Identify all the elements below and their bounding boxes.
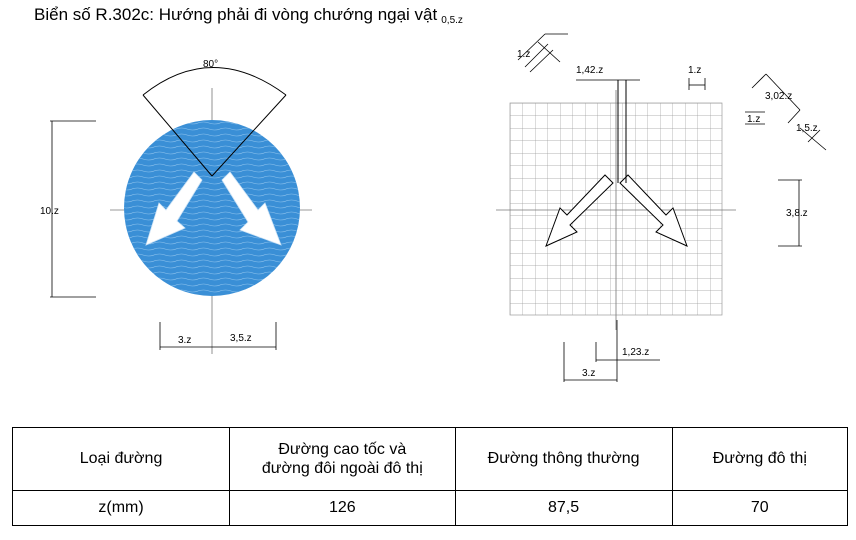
bottom-right-label: 3,5.z xyxy=(230,333,252,344)
table-cell: z(mm) xyxy=(11,490,231,526)
angle-line-right xyxy=(211,94,287,177)
table-header-cell: Loại đường xyxy=(11,427,231,491)
page-title: Biển số R.302c: Hướng phải đi vòng chướn… xyxy=(34,5,463,26)
table-cell: 70 xyxy=(671,490,849,526)
arrow-down-left xyxy=(145,171,203,246)
sign-disc-texture xyxy=(124,120,300,296)
angle-line-left xyxy=(142,94,213,177)
table-header-cell: Đường cao tốc và đường đôi ngoài đô thị xyxy=(229,427,456,491)
outline-arrow-left xyxy=(545,174,614,247)
arrow-down-right xyxy=(221,171,282,246)
title-dimension-label: 0,5.z xyxy=(441,15,463,26)
table-header-row: Loại đường Đường cao tốc và đường đôi ng… xyxy=(11,427,849,491)
sign-diagram: 80° 10.z 3.z 3,5.z 1,42.z 1.z xyxy=(40,33,827,382)
head-b-label: 1.z xyxy=(747,114,760,125)
top-right-label: 1.z xyxy=(688,65,701,76)
shaft-gap-label: 1,42.z xyxy=(576,65,603,76)
title-text: Biển số R.302c: Hướng phải đi vòng chướn… xyxy=(34,5,438,24)
side-height-label: 3,8.z xyxy=(786,208,808,219)
angle-label: 80° xyxy=(203,59,218,70)
height-label: 10.z xyxy=(40,206,59,217)
bottom-left-label: 3.z xyxy=(178,335,191,346)
dimension-table: Loại đường Đường cao tốc và đường đôi ng… xyxy=(11,427,849,526)
table-row: z(mm) 126 87,5 70 xyxy=(11,490,849,526)
table-header-cell: Đường thông thường xyxy=(454,427,673,491)
head-a-label: 3,02.z xyxy=(765,91,792,102)
table-cell: 87,5 xyxy=(454,490,673,526)
table-cell: 126 xyxy=(229,490,456,526)
bottom-small-label: 1,23.z xyxy=(622,347,649,358)
top-diag-label: 1.z xyxy=(517,49,530,60)
right-figure: 1,42.z 1.z 1.z 3,02.z 1.z 1,5.z 3,8.z xyxy=(496,33,827,382)
bottom-wide-label: 3.z xyxy=(582,368,595,379)
angle-arc xyxy=(142,67,287,96)
left-figure: 80° 10.z 3.z 3,5.z xyxy=(40,59,312,354)
head-c-label: 1,5.z xyxy=(796,123,818,134)
outline-arrow-right xyxy=(619,174,688,247)
table-header-cell: Đường đô thị xyxy=(671,427,849,491)
